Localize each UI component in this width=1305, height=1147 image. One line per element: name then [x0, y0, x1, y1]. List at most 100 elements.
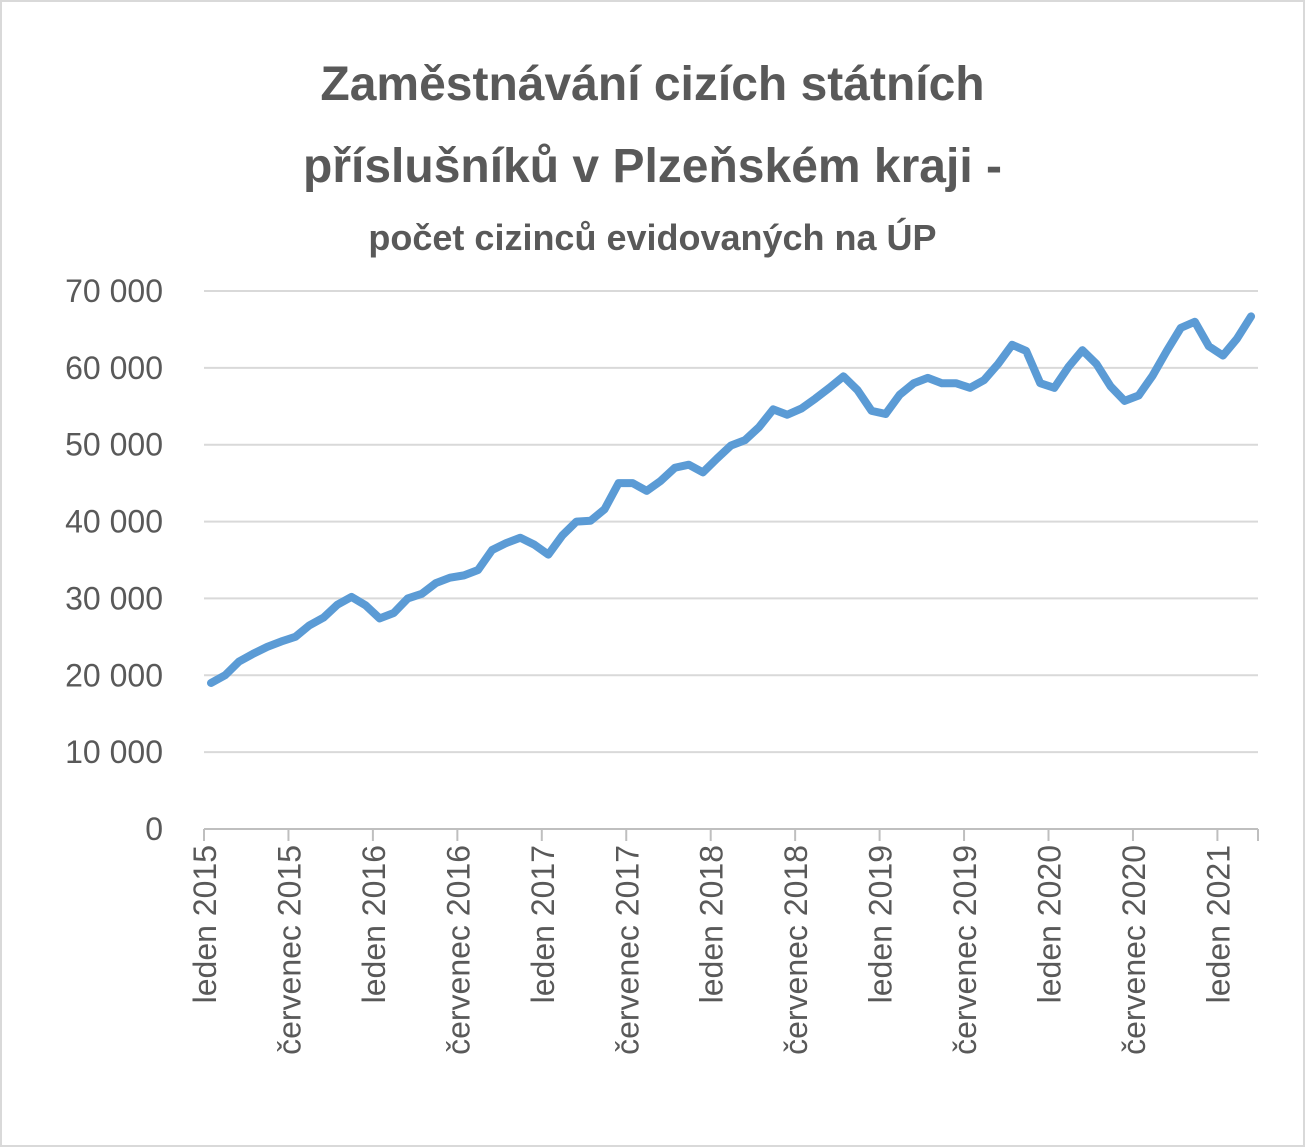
data-point: [812, 396, 818, 402]
y-tick-label: 0: [145, 811, 163, 847]
x-tick-label: leden 2019: [863, 845, 899, 1003]
data-point: [897, 392, 903, 398]
data-point: [658, 478, 664, 484]
data-point: [1122, 398, 1128, 404]
data-point: [1164, 348, 1170, 354]
data-point: [1234, 336, 1240, 342]
data-point: [1178, 325, 1184, 331]
data-point: [545, 552, 551, 558]
data-point: [967, 385, 973, 391]
data-point: [1023, 348, 1029, 354]
y-tick-label: 50 000: [65, 427, 163, 463]
data-point: [925, 375, 931, 381]
x-tick-label: leden 2016: [356, 845, 392, 1003]
data-point: [1220, 353, 1226, 359]
chart-title: Zaměstnávání cizích státních příslušníků…: [0, 44, 1305, 268]
data-point: [405, 595, 411, 601]
data-point: [363, 602, 369, 608]
x-tick-label: červenec 2017: [609, 845, 645, 1055]
data-point: [1150, 373, 1156, 379]
data-point: [559, 532, 565, 538]
data-point: [672, 465, 678, 471]
data-point: [489, 547, 495, 553]
data-point: [222, 672, 228, 678]
data-point: [377, 615, 383, 621]
data-point: [1065, 364, 1071, 370]
data-point: [1079, 347, 1085, 353]
x-tick-label: červenec 2015: [271, 845, 307, 1055]
chart-title-line-1: Zaměstnávání cizích státních: [320, 58, 985, 111]
chart-subtitle: počet cizinců evidovaných na ÚP: [368, 217, 937, 258]
data-point: [1206, 343, 1212, 349]
data-point: [840, 373, 846, 379]
data-point: [742, 437, 748, 443]
data-point: [461, 572, 467, 578]
data-point: [644, 488, 650, 494]
data-point: [208, 680, 214, 686]
x-tick-label: leden 2015: [187, 845, 223, 1003]
data-point: [770, 406, 776, 412]
y-axis: 0 10 000 20 000 30 000 40 000 50 000 60 000 70 …: [65, 273, 163, 847]
data-point: [587, 518, 593, 524]
data-point: [911, 380, 917, 386]
series-layer: [207, 312, 1256, 687]
data-point: [334, 602, 340, 608]
data-point: [264, 644, 270, 650]
data-point: [700, 469, 706, 475]
data-point: [531, 542, 537, 548]
data-point: [728, 442, 734, 448]
data-point: [630, 480, 636, 486]
y-tick-label: 10 000: [65, 734, 163, 770]
x-tick-label: leden 2020: [1032, 845, 1068, 1003]
data-point: [1093, 361, 1099, 367]
y-tick-label: 20 000: [65, 657, 163, 693]
data-point: [1009, 342, 1015, 348]
data-point: [1108, 383, 1114, 389]
data-point: [939, 380, 945, 386]
x-tick-label: červenec 2016: [440, 845, 476, 1055]
data-point: [278, 638, 284, 644]
x-tick-label: leden 2021: [1200, 845, 1236, 1003]
data-point: [573, 519, 579, 525]
gridlines: [204, 290, 1258, 830]
data-point: [784, 412, 790, 418]
data-point: [869, 408, 875, 414]
data-point: [798, 406, 804, 412]
y-tick-label: 30 000: [65, 580, 163, 616]
data-point: [419, 591, 425, 597]
data-point: [236, 658, 242, 664]
data-point: [1051, 385, 1057, 391]
data-point: [320, 615, 326, 621]
data-point: [306, 622, 312, 628]
data-point: [995, 361, 1001, 367]
data-point: [475, 567, 481, 573]
data-point: [686, 462, 692, 468]
x-tick-label: červenec 2018: [778, 845, 814, 1055]
data-point: [1136, 393, 1142, 399]
x-axis: leden 2015 červenec 2015 leden 2016 červene…: [187, 829, 1259, 1055]
x-tick-label: leden 2018: [694, 845, 730, 1003]
data-point: [391, 610, 397, 616]
data-point: [349, 594, 355, 600]
data-point: [433, 580, 439, 586]
data-point: [517, 535, 523, 541]
data-point: [714, 456, 720, 462]
data-point: [292, 634, 298, 640]
y-tick-label: 40 000: [65, 504, 163, 540]
data-point: [250, 651, 256, 657]
data-point: [602, 506, 608, 512]
data-point: [826, 385, 832, 391]
data-point: [953, 380, 959, 386]
data-point: [1192, 319, 1198, 325]
data-point: [756, 424, 762, 430]
data-point: [616, 480, 622, 486]
x-tick-label: leden 2017: [525, 845, 561, 1003]
x-tick-label: červenec 2020: [1116, 845, 1152, 1055]
data-point: [1037, 380, 1043, 386]
data-point: [503, 540, 509, 546]
chart-title-line-2: příslušníků v Plzeňském kraji -: [303, 140, 1002, 193]
data-point: [447, 575, 453, 581]
data-point: [981, 377, 987, 383]
